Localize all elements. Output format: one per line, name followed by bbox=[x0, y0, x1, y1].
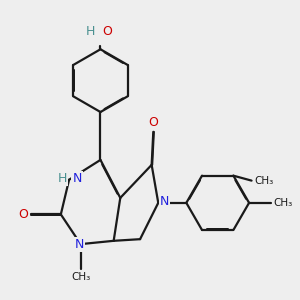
Text: H: H bbox=[86, 25, 95, 38]
Text: N: N bbox=[74, 238, 84, 250]
Text: N: N bbox=[72, 172, 82, 184]
Text: CH₃: CH₃ bbox=[273, 198, 292, 208]
Text: O: O bbox=[148, 116, 158, 128]
Text: CH₃: CH₃ bbox=[254, 176, 273, 186]
Text: O: O bbox=[19, 208, 28, 221]
Text: N: N bbox=[160, 195, 169, 208]
Text: O: O bbox=[102, 25, 112, 38]
Text: CH₃: CH₃ bbox=[71, 272, 90, 281]
Text: H: H bbox=[58, 172, 68, 184]
